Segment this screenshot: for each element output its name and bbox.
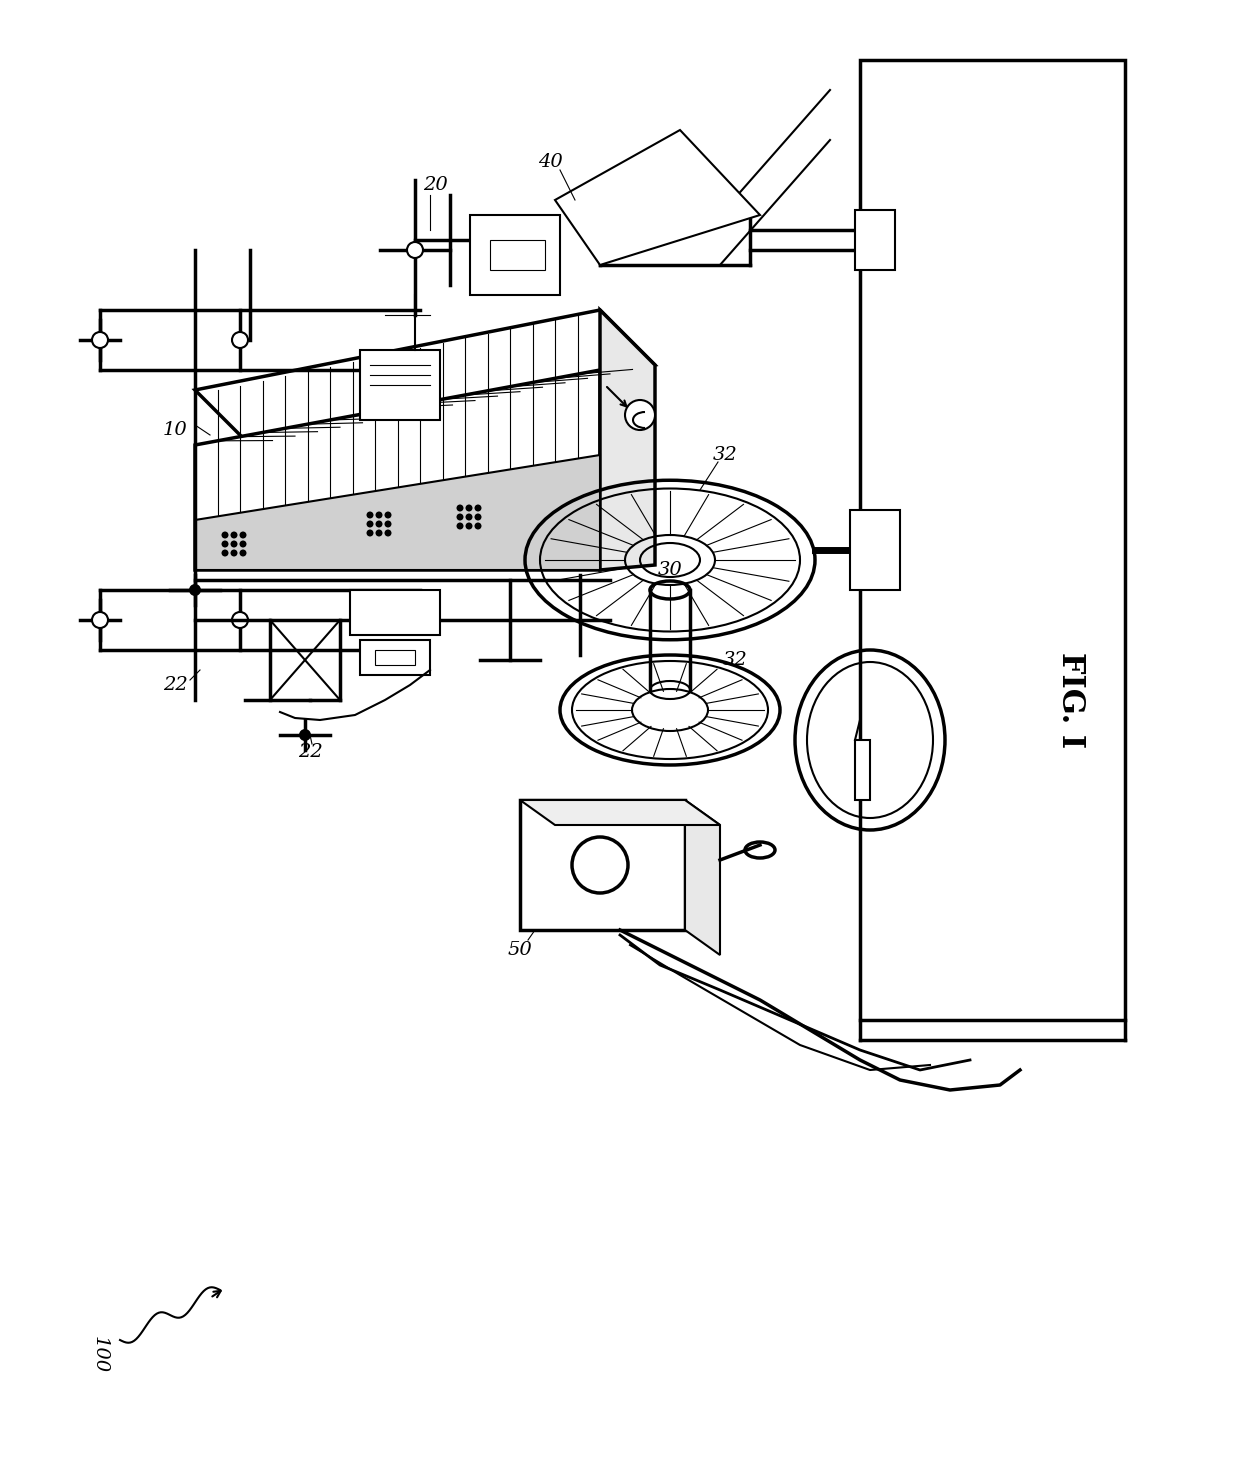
Text: FIG. I: FIG. I: [1054, 651, 1085, 747]
Text: 32: 32: [713, 446, 738, 463]
Circle shape: [92, 612, 108, 628]
Text: 40: 40: [538, 153, 563, 170]
Circle shape: [232, 612, 248, 628]
Circle shape: [232, 332, 248, 348]
Text: 10: 10: [162, 421, 187, 439]
Text: 30: 30: [657, 561, 682, 578]
Circle shape: [384, 529, 392, 536]
Polygon shape: [520, 800, 720, 825]
Circle shape: [572, 836, 627, 893]
Circle shape: [239, 549, 247, 557]
Polygon shape: [470, 216, 560, 294]
Circle shape: [456, 523, 464, 529]
Polygon shape: [490, 240, 546, 270]
Polygon shape: [195, 370, 600, 570]
Circle shape: [299, 728, 311, 742]
Circle shape: [456, 504, 464, 511]
Polygon shape: [600, 310, 655, 570]
Circle shape: [188, 584, 201, 596]
Circle shape: [465, 513, 472, 520]
Polygon shape: [684, 800, 720, 954]
Circle shape: [367, 511, 373, 519]
Text: 100: 100: [91, 1336, 109, 1374]
Circle shape: [376, 511, 382, 519]
Polygon shape: [520, 800, 684, 930]
Circle shape: [239, 541, 247, 548]
Circle shape: [367, 520, 373, 527]
Polygon shape: [861, 60, 1125, 1020]
Text: 20: 20: [423, 176, 448, 194]
Circle shape: [625, 401, 655, 430]
Polygon shape: [360, 640, 430, 675]
Circle shape: [465, 504, 472, 511]
Circle shape: [222, 549, 228, 557]
Circle shape: [465, 523, 472, 529]
Circle shape: [384, 520, 392, 527]
Circle shape: [231, 532, 238, 539]
Text: 32: 32: [723, 651, 748, 669]
Polygon shape: [350, 590, 440, 635]
Circle shape: [407, 242, 423, 258]
Polygon shape: [360, 350, 440, 420]
Text: 22: 22: [298, 743, 322, 761]
Circle shape: [222, 541, 228, 548]
Circle shape: [239, 532, 247, 539]
Circle shape: [384, 511, 392, 519]
Polygon shape: [374, 650, 415, 664]
Circle shape: [92, 332, 108, 348]
Circle shape: [231, 541, 238, 548]
Polygon shape: [856, 210, 895, 270]
Circle shape: [376, 520, 382, 527]
Circle shape: [231, 549, 238, 557]
Polygon shape: [195, 310, 655, 444]
Text: 22: 22: [162, 676, 187, 694]
Circle shape: [475, 504, 481, 511]
Circle shape: [376, 529, 382, 536]
Circle shape: [475, 513, 481, 520]
Polygon shape: [856, 740, 870, 800]
Polygon shape: [849, 510, 900, 590]
Circle shape: [456, 513, 464, 520]
Circle shape: [475, 523, 481, 529]
Polygon shape: [556, 130, 760, 265]
Polygon shape: [195, 455, 600, 570]
Text: 50: 50: [507, 941, 532, 959]
Circle shape: [222, 532, 228, 539]
Circle shape: [367, 529, 373, 536]
